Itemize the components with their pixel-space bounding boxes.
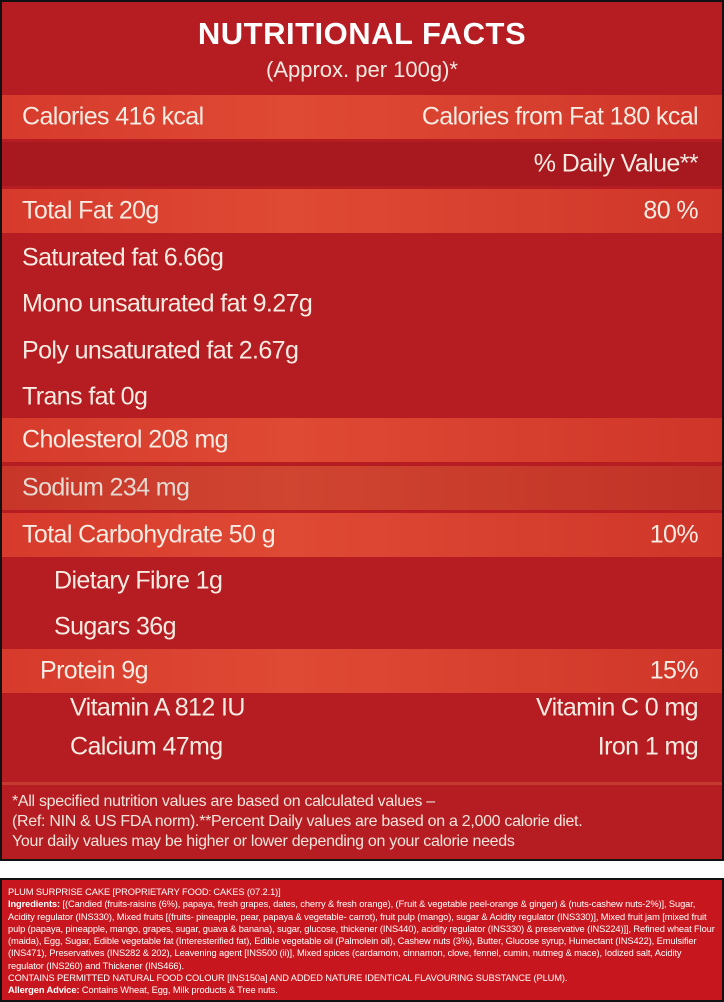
row-cholesterol: Cholesterol 208 mg [2, 418, 722, 462]
protein-dv: 15% [649, 656, 699, 685]
divider [2, 782, 722, 785]
calcium-label: Calcium 47mg [70, 732, 223, 761]
row-mono-fat: Mono unsaturated fat 9.27g [2, 282, 722, 326]
trans-fat-label: Trans fat 0g [22, 382, 148, 411]
saturated-fat-label: Saturated fat 6.66g [22, 243, 224, 272]
vitamin-a-label: Vitamin A 812 IU [70, 693, 245, 722]
iron-label: Iron 1 mg [597, 732, 699, 761]
row-total-fat: Total Fat 20g 80 % [2, 189, 722, 233]
row-poly-fat: Poly unsaturated fat 2.67g [2, 329, 722, 373]
ingredients-list: [(Candied (fruits-raisins (6%), papaya, … [8, 899, 715, 971]
ingredients-panel: PLUM SURPRISE CAKE [PROPRIETARY FOOD: CA… [0, 878, 724, 1002]
allergen-label: Allergen Advice: [8, 985, 80, 996]
product-name: PLUM SURPRISE CAKE [PROPRIETARY FOOD: CA… [8, 887, 281, 897]
vitamin-c-label: Vitamin C 0 mg [535, 693, 699, 722]
mono-fat-label: Mono unsaturated fat 9.27g [22, 289, 313, 318]
row-total-carbohydrate: Total Carbohydrate 50 g 10% [2, 513, 722, 557]
row-calcium: Calcium 47mg Iron 1 mg [2, 725, 722, 769]
panel-title: NUTRITIONAL FACTS [197, 16, 527, 51]
allergen-text: Contains Wheat, Egg, Milk products & Tre… [79, 985, 278, 996]
footnote: *All specified nutrition values are base… [12, 792, 712, 852]
total-fat-dv: 80 % [643, 196, 698, 225]
calories-label: Calories 416 kcal [22, 102, 204, 131]
row-calories: Calories 416 kcal Calories from Fat 180 … [2, 95, 722, 139]
total-fat-label: Total Fat 20g [22, 196, 159, 225]
row-vitamin-a: Vitamin A 812 IU Vitamin C 0 mg [2, 686, 722, 730]
row-sodium: Sodium 234 mg [2, 466, 722, 510]
row-protein: Protein 9g 15% [2, 649, 722, 693]
dietary-fibre-label: Dietary Fibre 1g [54, 566, 223, 595]
colour-note: CONTAINS PERMITTED NATURAL FOOD COLOUR [… [8, 973, 568, 984]
allergen-advice: Allergen Advice: Contains Wheat, Egg, Mi… [8, 984, 716, 996]
calories-from-fat: Calories from Fat 180 kcal [421, 102, 699, 131]
row-trans-fat: Trans fat 0g [2, 375, 722, 419]
cholesterol-label: Cholesterol 208 mg [22, 425, 229, 454]
row-dietary-fibre: Dietary Fibre 1g [2, 559, 722, 603]
row-saturated-fat: Saturated fat 6.66g [2, 236, 722, 280]
row-daily-value-header: % Daily Value** [2, 142, 722, 186]
ingredients-text: Ingredients: [(Candied (fruits-raisins (… [8, 898, 716, 972]
carbohydrate-dv: 10% [649, 520, 699, 549]
carbohydrate-label: Total Carbohydrate 50 g [22, 520, 276, 549]
panel-subtitle: (Approx. per 100g)* [266, 57, 458, 82]
sugars-label: Sugars 36g [54, 612, 176, 641]
ingredients-label: Ingredients: [8, 899, 61, 910]
row-sugars: Sugars 36g [2, 605, 722, 649]
poly-fat-label: Poly unsaturated fat 2.67g [22, 336, 299, 365]
nutrition-facts-panel: NUTRITIONAL FACTS (Approx. per 100g)* Ca… [0, 0, 724, 861]
footnote-line-3: Your daily values may be higher or lower… [12, 833, 515, 850]
footnote-line-2: (Ref: NIN & US FDA norm).**Percent Daily… [12, 813, 583, 830]
footnote-line-1: *All specified nutrition values are base… [12, 793, 435, 810]
daily-value-header: % Daily Value** [533, 149, 699, 178]
sodium-label: Sodium 234 mg [22, 473, 190, 502]
protein-label: Protein 9g [40, 656, 149, 685]
